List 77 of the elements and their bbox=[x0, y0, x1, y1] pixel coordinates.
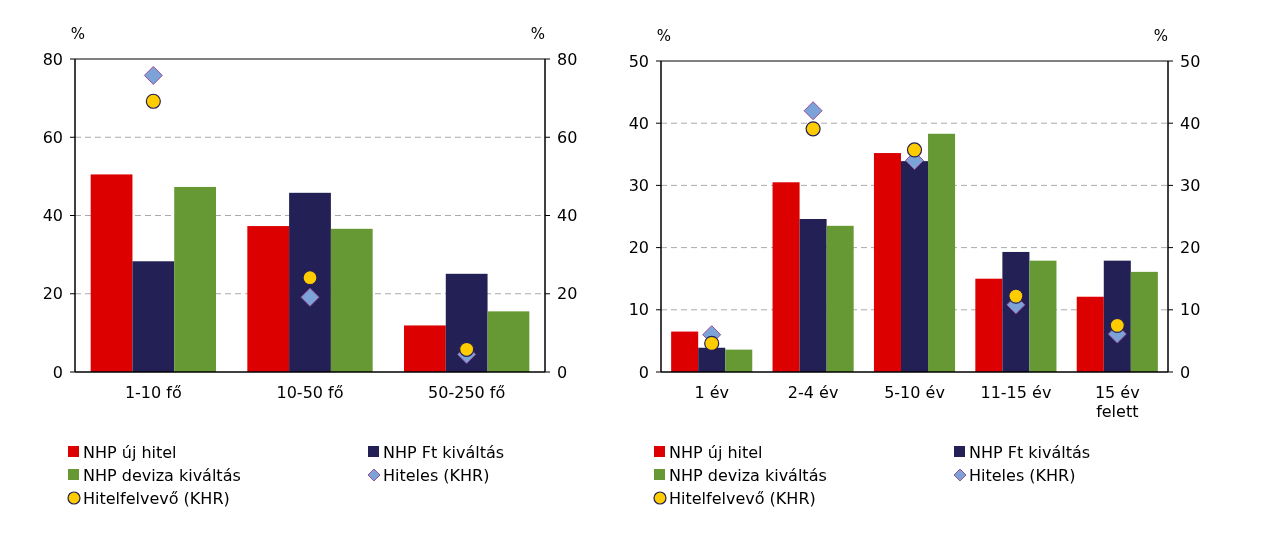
bar bbox=[487, 311, 530, 372]
x-tick-label: 50-250 fő bbox=[428, 383, 506, 402]
legend-label: Hiteles (KHR) bbox=[969, 465, 1076, 485]
y-axis-title: % bbox=[656, 27, 672, 45]
y2-axis-title: % bbox=[1153, 27, 1169, 45]
bar bbox=[404, 325, 446, 372]
bar bbox=[1002, 251, 1030, 372]
y-tick-label: 20 bbox=[628, 238, 649, 258]
bar bbox=[289, 192, 331, 372]
bar bbox=[247, 226, 290, 372]
point bbox=[300, 287, 320, 307]
x-tick-label: 2-4 év bbox=[787, 383, 839, 402]
x-tick-label: 11-15 év bbox=[980, 383, 1052, 402]
y-tick-label: 80 bbox=[42, 49, 63, 69]
point bbox=[803, 101, 823, 121]
bar bbox=[671, 331, 699, 372]
point bbox=[302, 270, 318, 286]
y2-tick-label: 30 bbox=[1180, 176, 1201, 195]
y-tick-label: 40 bbox=[42, 206, 63, 226]
bar bbox=[900, 161, 929, 372]
y-tick-label: 20 bbox=[42, 284, 63, 304]
point bbox=[805, 121, 821, 137]
legend-label: NHP Ft kiváltás bbox=[383, 442, 505, 462]
point bbox=[459, 341, 475, 357]
y2-tick-label: 60 bbox=[557, 127, 578, 147]
y-tick-label: 40 bbox=[628, 113, 649, 133]
legend-label: Hitelfelvevő (KHR) bbox=[669, 488, 816, 508]
bar bbox=[174, 186, 216, 372]
bar bbox=[90, 174, 133, 372]
bar bbox=[330, 228, 373, 372]
point bbox=[1008, 288, 1024, 304]
y-tick-label: 0 bbox=[638, 362, 649, 382]
bar bbox=[1130, 271, 1158, 372]
bar bbox=[772, 182, 800, 372]
y-tick-label: 0 bbox=[52, 362, 63, 382]
bar bbox=[799, 218, 827, 372]
bar bbox=[826, 225, 854, 372]
x-tick-label: 1-10 fő bbox=[124, 383, 182, 402]
legend-label: Hiteles (KHR) bbox=[383, 465, 490, 485]
point bbox=[906, 142, 923, 158]
y2-tick-label: 10 bbox=[1180, 300, 1201, 320]
bar bbox=[873, 153, 901, 372]
y2-axis-title: % bbox=[530, 25, 546, 43]
y2-tick-label: 50 bbox=[1180, 51, 1201, 71]
y2-tick-label: 20 bbox=[557, 284, 578, 304]
y2-tick-label: 0 bbox=[1180, 362, 1191, 382]
y2-tick-label: 0 bbox=[557, 362, 568, 382]
x-tick-label: 1 év bbox=[694, 383, 729, 402]
x-tick-label: 10-50 fő bbox=[276, 383, 344, 402]
bar bbox=[928, 133, 956, 372]
point bbox=[704, 335, 720, 351]
y2-tick-label: 80 bbox=[557, 49, 578, 69]
y-tick-label: 30 bbox=[628, 176, 649, 195]
bar bbox=[975, 278, 1003, 372]
legend-label: NHP új hitel bbox=[83, 442, 177, 462]
bar bbox=[132, 261, 175, 372]
y-tick-label: 10 bbox=[628, 300, 649, 320]
y2-tick-label: 20 bbox=[1180, 238, 1201, 258]
bar bbox=[445, 273, 488, 372]
y-axis-title: % bbox=[70, 25, 86, 43]
point bbox=[145, 93, 161, 109]
point bbox=[143, 65, 163, 85]
legend-label: NHP Ft kiváltás bbox=[969, 442, 1091, 462]
bar bbox=[1076, 296, 1104, 372]
y2-tick-label: 40 bbox=[1180, 113, 1201, 133]
legend-label: NHP deviza kiváltás bbox=[669, 465, 827, 485]
bar bbox=[725, 349, 753, 372]
legend-label: NHP deviza kiváltás bbox=[83, 465, 241, 485]
point bbox=[1109, 317, 1125, 333]
x-tick-label: 5-10 év bbox=[884, 383, 945, 402]
legend-label: Hitelfelvevő (KHR) bbox=[83, 488, 230, 508]
y-tick-label: 50 bbox=[628, 51, 649, 71]
x-tick-label: 15 év felett bbox=[1094, 383, 1140, 422]
legend-label: NHP új hitel bbox=[669, 442, 763, 462]
y-tick-label: 60 bbox=[42, 127, 63, 147]
y2-tick-label: 40 bbox=[557, 206, 578, 226]
bar bbox=[1029, 260, 1057, 372]
